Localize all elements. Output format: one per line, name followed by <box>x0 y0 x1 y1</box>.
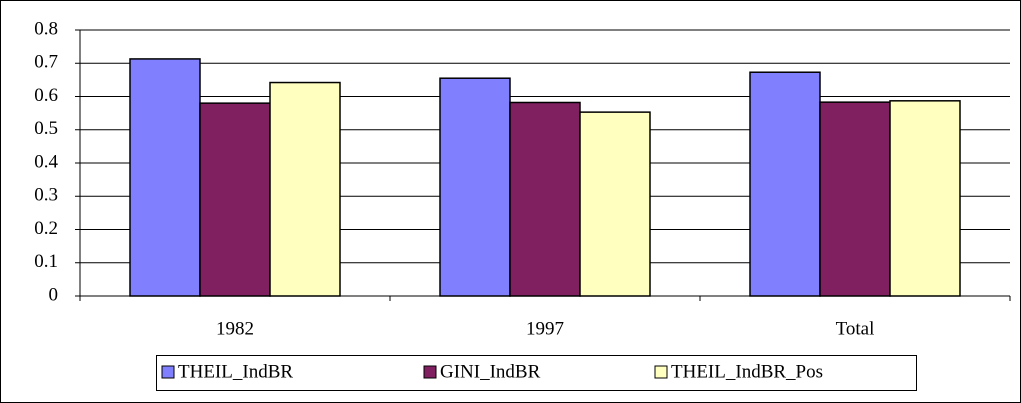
legend-swatch <box>654 365 668 379</box>
x-tick-label: 1982 <box>216 318 254 339</box>
legend-box <box>156 355 917 391</box>
bar <box>579 111 651 297</box>
y-tick-label: 0.5 <box>34 118 58 139</box>
y-tick-label: 0.8 <box>34 18 58 39</box>
x-tick-label: Total <box>836 318 875 339</box>
legend-swatch <box>161 365 175 379</box>
y-tick-label: 0.7 <box>34 52 58 73</box>
bar <box>439 77 511 297</box>
bar <box>129 58 201 297</box>
y-tick-label: 0 <box>49 284 59 305</box>
legend-label: GINI_IndBR <box>440 361 541 382</box>
y-tick-label: 0.2 <box>34 218 58 239</box>
x-tick-label: 1997 <box>526 318 564 339</box>
y-tick-label: 0.1 <box>34 251 58 272</box>
bar <box>199 102 271 297</box>
y-tick-label: 0.6 <box>34 85 58 106</box>
y-tick-label: 0.3 <box>34 185 58 206</box>
legend-label: THEIL_IndBR <box>178 361 293 382</box>
bar <box>889 100 961 297</box>
legend-swatch <box>423 365 437 379</box>
legend-label: THEIL_IndBR_Pos <box>671 361 823 382</box>
bar <box>749 71 821 297</box>
y-tick-label: 0.4 <box>34 151 58 172</box>
bar <box>819 101 891 297</box>
bar <box>269 81 341 297</box>
bar <box>509 101 581 297</box>
